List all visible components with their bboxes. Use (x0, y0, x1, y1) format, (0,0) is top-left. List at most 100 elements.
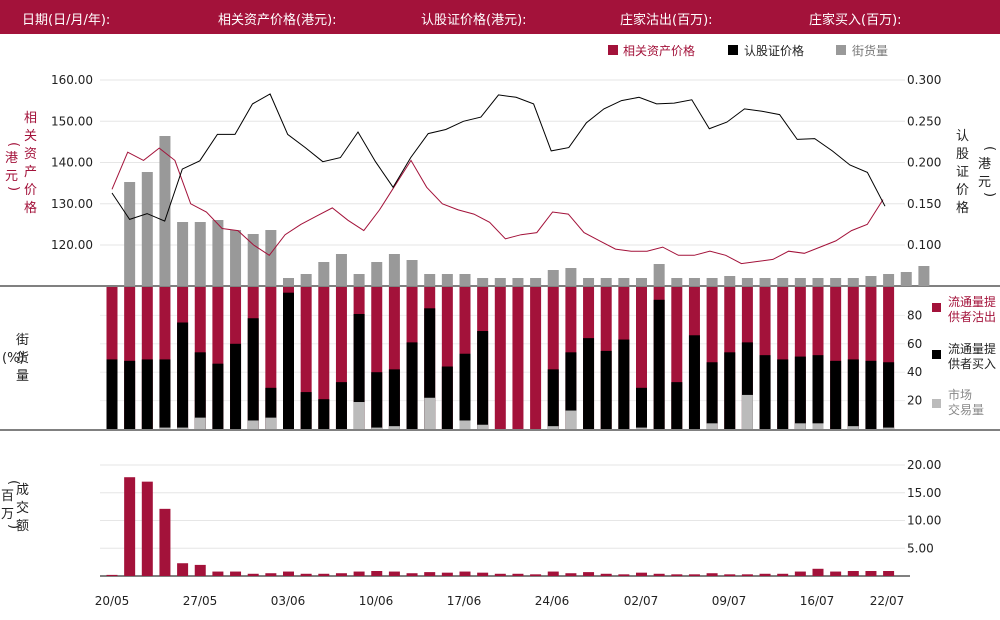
outstanding-bar (318, 262, 330, 286)
market-volume-bar (159, 427, 171, 429)
mm-buy-bar (441, 366, 453, 429)
y-right-title-char: ) (982, 192, 997, 197)
outstanding-bar (759, 278, 771, 286)
outstanding-bar (371, 262, 383, 286)
y-title-middle-char: (%) (2, 351, 25, 366)
mm-sell-bar (494, 287, 506, 429)
y-left-title-char: 价 (24, 183, 37, 198)
mm-sell-bar (388, 287, 400, 429)
header-bar: 日期(日/月/年): 相关资产价格(港元): 认股证价格(港元): 庄家沽出(百… (0, 0, 1000, 34)
y-right-tick: 0.100 (907, 238, 941, 252)
turnover-bar (300, 573, 312, 576)
market-volume-bar (794, 423, 806, 429)
y-middle-tick: 60 (907, 337, 922, 351)
chart-marks: 160.00 150.00 140.00 130.00 120.00 0.300 0.250… (51, 73, 941, 608)
outstanding-bar (283, 278, 294, 286)
turnover-bar (335, 573, 347, 576)
turnover-bar (547, 571, 559, 576)
turnover-bar (530, 574, 542, 576)
mm-sell-bar (265, 287, 277, 429)
market-volume-bar (741, 394, 753, 429)
outstanding-bar (865, 276, 877, 286)
x-tick-label: 10/06 (359, 594, 394, 608)
turnover-bar (724, 574, 736, 576)
outstanding-bar (124, 182, 136, 286)
outstanding-bar (388, 254, 400, 286)
legend-swatch-mm-buy (932, 350, 941, 359)
y-left-title-char: 关 (24, 129, 37, 144)
market-volume-bar (547, 426, 559, 429)
mm-buy-bar (159, 359, 171, 429)
x-tick-label: 16/07 (800, 594, 835, 608)
outstanding-bar (918, 266, 930, 286)
turnover-bar (865, 571, 877, 576)
outstanding-bar (583, 278, 595, 286)
turnover-bar (583, 572, 595, 576)
outstanding-bar (777, 278, 789, 286)
y-bottom-tick: 10.00 (907, 514, 941, 528)
mm-buy-bar (565, 352, 577, 429)
y-left-title-char: 元 (5, 169, 18, 184)
legend-label-underlying: 相关资产价格 (623, 43, 695, 58)
y-right-tick: 0.200 (907, 156, 941, 170)
y-title-bottom-char: ) (6, 524, 21, 529)
outstanding-bar (335, 254, 347, 286)
turnover-bar (706, 573, 718, 576)
y-title-middle-char: 街 (16, 333, 29, 348)
outstanding-bar (565, 268, 577, 286)
y-middle-tick: 20 (907, 394, 922, 408)
mm-buy-bar (353, 313, 365, 429)
y-title-bottom-char: ( (6, 480, 21, 485)
turnover-bar (177, 563, 189, 576)
outstanding-bar (300, 274, 312, 286)
y-left-title-char: 相 (24, 111, 37, 126)
mm-sell-bar (671, 287, 683, 429)
mm-buy-bar (724, 352, 736, 429)
outstanding-bar (494, 278, 506, 286)
market-volume-bar (459, 420, 471, 429)
mm-sell-bar (441, 287, 453, 429)
turnover-bar (441, 572, 453, 576)
market-volume-bar (565, 410, 577, 429)
mm-sell-bar (512, 287, 524, 429)
market-volume-bar (636, 427, 647, 429)
y-title-bottom: 成 交 额 ( 百 万 ) (1, 480, 29, 534)
y-right-title-char: 证 (956, 165, 969, 180)
y-left-title-char: 港 (5, 151, 18, 166)
turnover-bar (124, 477, 136, 576)
outstanding-bar (512, 278, 524, 286)
mm-buy-bar (741, 342, 753, 429)
mm-buy-bar (424, 308, 436, 429)
outstanding-bar (212, 220, 224, 286)
mm-buy-bar (812, 355, 824, 429)
y-bottom-tick: 15.00 (907, 486, 941, 500)
x-tick-label: 24/06 (535, 594, 570, 608)
outstanding-bar (847, 278, 859, 286)
turnover-bar (812, 568, 824, 576)
mm-buy-bar (759, 355, 771, 429)
outstanding-bar (600, 278, 612, 286)
mm-sell-bar (636, 287, 647, 429)
y-right-title-top: 认 股 证 价 格 ( 港 元 ) (956, 129, 997, 216)
mm-buy-bar (847, 359, 859, 429)
y-left-tick: 160.00 (51, 73, 93, 87)
outstanding-bar (159, 136, 171, 286)
market-volume-bar (706, 423, 718, 429)
outstanding-bar (247, 234, 259, 286)
outstanding-bar (141, 172, 153, 286)
market-volume-bar (177, 427, 189, 429)
y-right-tick: 0.300 (907, 73, 941, 87)
turnover-bar (512, 573, 524, 576)
outstanding-bar (406, 260, 418, 286)
legend-label-outstanding: 街货量 (852, 43, 888, 58)
turnover-bar (318, 573, 330, 576)
mm-buy-bar (547, 369, 559, 429)
turnover-bar (283, 571, 294, 576)
mm-sell-bar (371, 287, 383, 429)
mm-buy-bar (830, 360, 842, 429)
market-volume-bar (812, 423, 824, 429)
mm-sell-bar (547, 287, 559, 429)
mm-sell-bar (141, 287, 153, 429)
outstanding-bar (883, 274, 895, 286)
